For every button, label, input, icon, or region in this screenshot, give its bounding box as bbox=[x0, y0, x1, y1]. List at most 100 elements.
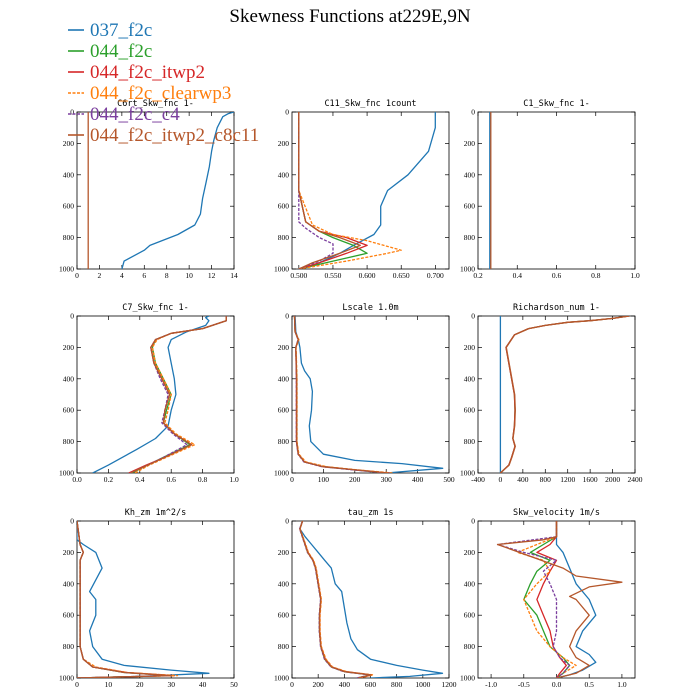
y-tick-label: 0 bbox=[285, 108, 289, 117]
y-tick-label: 200 bbox=[464, 343, 476, 352]
x-tick-label: 0 bbox=[75, 271, 79, 280]
y-tick-label: 600 bbox=[278, 202, 290, 211]
x-tick-label: 30 bbox=[167, 680, 175, 689]
x-tick-label: 0.500 bbox=[290, 271, 307, 280]
plot-frame bbox=[291, 111, 450, 270]
series-line-044_f2c bbox=[77, 521, 172, 678]
panel-title: Kh_zm 1m^2/s bbox=[125, 508, 186, 518]
x-tick-label: 0 bbox=[290, 475, 294, 484]
plot-frame bbox=[76, 315, 235, 474]
y-tick-label: 600 bbox=[464, 406, 476, 415]
y-tick-label: 800 bbox=[63, 437, 75, 446]
y-tick-label: 800 bbox=[278, 233, 290, 242]
x-tick-label: 200 bbox=[349, 475, 361, 484]
legend-label: 044_f2c_itwp2_c8c11 bbox=[90, 125, 259, 146]
y-tick-label: 1000 bbox=[59, 265, 74, 274]
plot-frame bbox=[76, 111, 235, 270]
y-tick-label: 400 bbox=[278, 579, 290, 588]
panel-title: C1_Skw_fnc 1- bbox=[523, 99, 590, 109]
x-tick-label: 1000 bbox=[415, 680, 430, 689]
y-tick-label: 0 bbox=[471, 108, 475, 117]
panel-title: C11_Skw_fnc 1count bbox=[324, 99, 416, 109]
series-line-044_f2c_itwp2_c8c11 bbox=[298, 112, 361, 269]
y-tick-label: 0 bbox=[471, 312, 475, 321]
plot-frame bbox=[477, 111, 636, 270]
x-tick-label: 600 bbox=[365, 680, 377, 689]
y-tick-label: 600 bbox=[464, 202, 476, 211]
panel-title: tau_zm 1s bbox=[347, 508, 393, 518]
x-tick-label: 12 bbox=[208, 271, 216, 280]
series-line-044_f2c bbox=[499, 316, 630, 473]
x-tick-label: 800 bbox=[540, 475, 552, 484]
legend-item: 037_f2c bbox=[68, 20, 152, 41]
x-tick-label: 1600 bbox=[583, 475, 598, 484]
x-tick-label: 0.550 bbox=[325, 271, 342, 280]
x-tick-label: 0.0 bbox=[552, 680, 562, 689]
y-tick-label: 200 bbox=[278, 343, 290, 352]
x-tick-label: 4 bbox=[120, 271, 124, 280]
x-tick-label: 0 bbox=[499, 475, 503, 484]
x-tick-label: 1200 bbox=[560, 475, 575, 484]
y-tick-label: 400 bbox=[278, 374, 290, 383]
x-tick-label: 0.2 bbox=[473, 271, 483, 280]
y-tick-label: 0 bbox=[471, 517, 475, 526]
panel-title: Skw_velocity 1m/s bbox=[513, 508, 600, 518]
series-line-037_f2c bbox=[294, 316, 444, 473]
series-line-037_f2c bbox=[92, 316, 210, 473]
x-tick-label: 0.600 bbox=[359, 271, 376, 280]
x-tick-label: 1.0 bbox=[229, 475, 239, 484]
y-tick-label: 600 bbox=[63, 202, 75, 211]
y-tick-label: 0 bbox=[285, 312, 289, 321]
series-line-044_f2c_itwp2_c8c11 bbox=[299, 521, 372, 678]
series-line-044_f2c_clearwp3 bbox=[298, 112, 402, 269]
x-tick-label: 0 bbox=[290, 680, 294, 689]
legend-label: 037_f2c bbox=[90, 20, 152, 41]
x-tick-label: 2000 bbox=[605, 475, 620, 484]
x-tick-label: 0 bbox=[75, 680, 79, 689]
x-tick-label: 10 bbox=[185, 271, 193, 280]
x-tick-label: 50 bbox=[230, 680, 238, 689]
y-tick-label: 400 bbox=[63, 170, 75, 179]
y-tick-label: 200 bbox=[63, 139, 75, 148]
series-line-044_f2c bbox=[293, 316, 387, 473]
series-line-044_f2c_itwp2 bbox=[499, 316, 630, 473]
x-tick-label: 40 bbox=[199, 680, 207, 689]
series-line-044_f2c_c4 bbox=[298, 112, 334, 269]
y-tick-label: 600 bbox=[278, 611, 290, 620]
y-tick-label: 800 bbox=[464, 233, 476, 242]
series-line-044_f2c_itwp2_c8c11 bbox=[496, 521, 623, 678]
y-tick-label: 1000 bbox=[59, 674, 74, 683]
x-tick-label: -400 bbox=[471, 475, 485, 484]
y-tick-label: 600 bbox=[278, 406, 290, 415]
series-line-037_f2c bbox=[121, 112, 234, 269]
legend-label: 044_f2c_c4 bbox=[90, 104, 180, 125]
x-tick-label: 300 bbox=[381, 475, 393, 484]
x-tick-label: 200 bbox=[313, 680, 325, 689]
x-tick-label: 8 bbox=[165, 271, 169, 280]
x-tick-label: 0.8 bbox=[591, 271, 601, 280]
series-line-044_f2c_clearwp3 bbox=[293, 316, 393, 473]
series-line-044_f2c bbox=[523, 521, 571, 678]
series-line-044_f2c_itwp2 bbox=[293, 316, 390, 473]
y-tick-label: 0 bbox=[285, 517, 289, 526]
y-tick-label: 800 bbox=[278, 437, 290, 446]
y-tick-label: 800 bbox=[63, 642, 75, 651]
legend-item: 044_f2c_clearwp3 bbox=[68, 83, 231, 104]
y-tick-label: 1000 bbox=[460, 265, 475, 274]
series-line-044_f2c_clearwp3 bbox=[516, 521, 577, 678]
figure-title: Skewness Functions at229E,9N bbox=[229, 6, 470, 27]
y-tick-label: 400 bbox=[464, 170, 476, 179]
y-tick-label: 0 bbox=[70, 312, 74, 321]
x-tick-label: 14 bbox=[230, 271, 238, 280]
y-tick-label: 800 bbox=[278, 642, 290, 651]
x-tick-label: 0.6 bbox=[167, 475, 177, 484]
y-tick-label: 200 bbox=[63, 343, 75, 352]
y-tick-label: 200 bbox=[464, 139, 476, 148]
series-line-044_f2c bbox=[299, 521, 372, 678]
y-tick-label: 200 bbox=[63, 548, 75, 557]
series-line-037_f2c bbox=[299, 521, 444, 678]
panel-9: Skw_velocity 1m/s -1.0 -0.5 0.0 0.5 1.0 0 200 40… bbox=[460, 508, 636, 689]
panel-3: C1_Skw_fnc 1- 0.2 0.4 0.6 0.8 1.0 0 200 400 600 80… bbox=[460, 99, 640, 280]
x-tick-label: 2 bbox=[98, 271, 102, 280]
panel-2: C11_Skw_fnc 1count 0.500 0.550 0.600 0.650 0.… bbox=[274, 99, 450, 280]
